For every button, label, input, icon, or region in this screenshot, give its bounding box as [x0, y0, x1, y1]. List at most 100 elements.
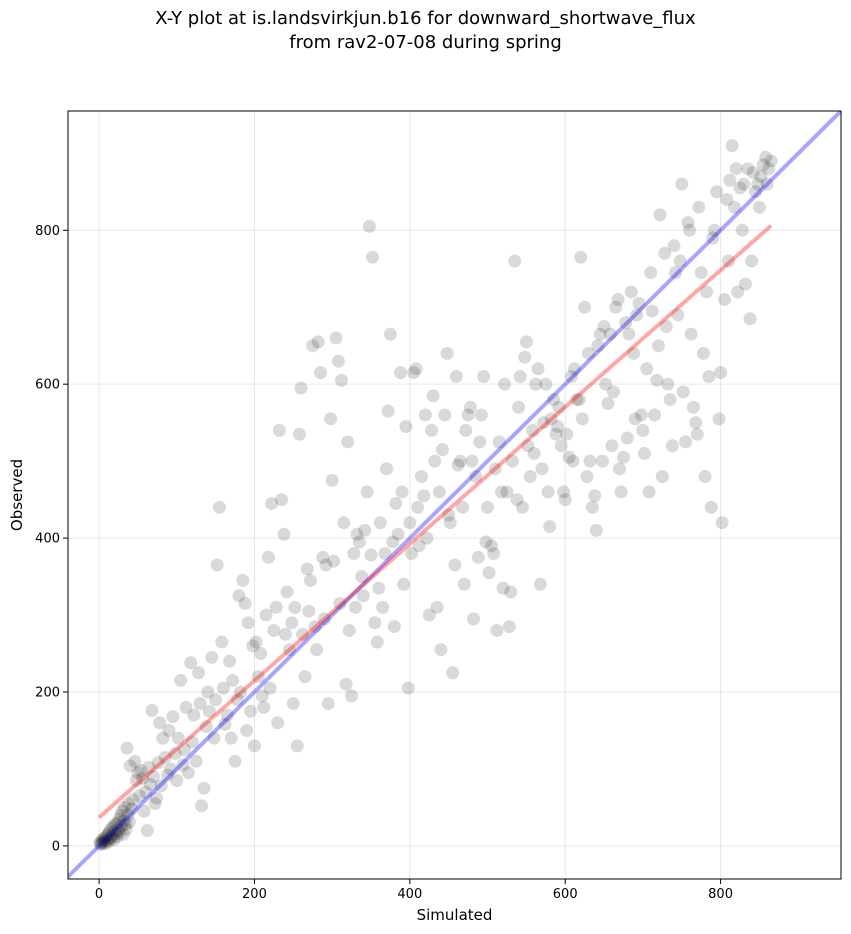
data-point — [707, 223, 721, 237]
data-point — [762, 162, 776, 176]
data-point — [686, 400, 700, 414]
x-tick-label: 600 — [553, 887, 578, 902]
data-point — [205, 650, 219, 664]
data-point — [337, 516, 351, 530]
data-point — [728, 200, 742, 214]
data-point — [112, 812, 126, 826]
data-point — [282, 643, 296, 657]
data-point — [614, 485, 628, 499]
data-point — [368, 616, 382, 630]
data-point — [696, 346, 710, 360]
data-point — [543, 520, 557, 534]
data-point — [425, 423, 439, 437]
data-point — [140, 824, 154, 838]
data-point — [324, 412, 338, 426]
data-point — [665, 439, 679, 453]
data-point — [580, 470, 594, 484]
data-point — [160, 768, 174, 782]
data-point — [463, 400, 477, 414]
data-point — [111, 816, 125, 830]
data-point — [373, 516, 387, 530]
data-point — [195, 799, 209, 813]
data-point — [126, 793, 140, 807]
data-point — [533, 577, 547, 591]
data-point — [658, 246, 672, 260]
data-point — [370, 635, 384, 649]
data-point — [298, 670, 312, 684]
data-point — [469, 470, 483, 484]
data-point — [317, 612, 331, 626]
data-point — [743, 312, 757, 326]
data-point — [504, 585, 518, 599]
data-point — [566, 454, 580, 468]
data-point — [122, 797, 136, 811]
data-point — [96, 836, 110, 850]
data-point — [578, 300, 592, 314]
data-point — [715, 516, 729, 530]
data-point — [294, 381, 308, 395]
data-point — [420, 531, 434, 545]
data-point — [151, 756, 165, 770]
data-point — [350, 527, 364, 541]
data-point — [637, 446, 651, 460]
data-point — [296, 627, 310, 641]
data-point — [667, 239, 681, 253]
data-point — [451, 458, 465, 472]
data-point — [650, 373, 664, 387]
plot-frame — [67, 110, 842, 880]
data-point — [531, 362, 545, 376]
data-point — [505, 454, 519, 468]
data-point — [430, 600, 444, 614]
data-point — [564, 369, 578, 383]
data-point — [404, 546, 418, 560]
data-point — [518, 350, 532, 364]
data-point — [414, 470, 428, 484]
data-point — [622, 327, 636, 341]
data-point — [122, 815, 136, 829]
data-point — [606, 385, 620, 399]
data-point — [407, 366, 421, 380]
data-point — [479, 535, 493, 549]
grid-lines — [68, 111, 841, 879]
data-point — [139, 785, 153, 799]
data-point — [417, 489, 431, 503]
data-point — [512, 400, 526, 414]
data-point — [529, 377, 543, 391]
data-point — [228, 754, 242, 768]
data-point — [116, 827, 130, 841]
data-point — [585, 500, 599, 514]
data-point — [661, 377, 675, 391]
data-point — [261, 550, 275, 564]
data-point — [490, 623, 504, 637]
data-point — [627, 346, 641, 360]
data-point — [362, 219, 376, 233]
data-point — [521, 439, 535, 453]
data-point — [146, 770, 160, 784]
data-point — [636, 423, 650, 437]
data-point — [275, 493, 289, 507]
data-point — [683, 223, 697, 237]
data-point — [111, 823, 125, 837]
data-point — [383, 327, 397, 341]
data-point — [659, 319, 673, 333]
data-point — [168, 747, 182, 761]
data-point — [148, 797, 162, 811]
data-point — [212, 500, 226, 514]
data-point — [428, 454, 442, 468]
data-point — [342, 623, 356, 637]
data-point — [265, 496, 279, 510]
data-point — [226, 673, 240, 687]
data-point — [143, 777, 157, 791]
data-point — [523, 470, 537, 484]
data-point — [113, 825, 127, 839]
data-point — [352, 535, 366, 549]
data-point — [422, 608, 436, 622]
data-point — [105, 828, 119, 842]
data-point — [541, 485, 555, 499]
data-point — [482, 566, 496, 580]
data-point — [202, 704, 216, 718]
x-axis-label: Simulated — [417, 906, 493, 924]
data-point — [527, 446, 541, 460]
data-point — [397, 577, 411, 591]
